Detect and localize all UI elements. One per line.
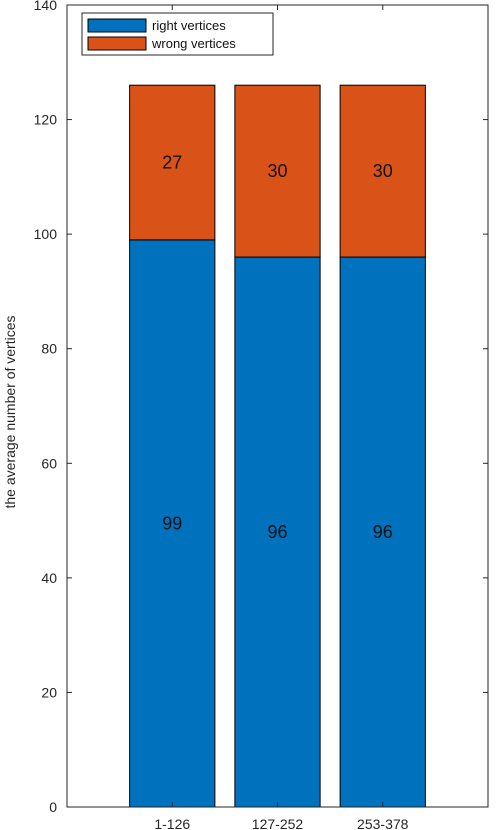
y-tick-label: 120: [34, 112, 58, 128]
y-axis-label: the average number of vertices: [2, 316, 18, 509]
data-label-right-vertices-1-126: 99: [162, 513, 182, 533]
y-tick-label: 60: [41, 455, 57, 471]
axes-layer: 0 20 40 60 80 100 120 140 1-126 127-252 253-378: [34, 0, 489, 830]
legend: right vertices wrong vertices: [81, 12, 274, 56]
data-label-wrong-vertices-1-126: 27: [162, 153, 182, 173]
data-label-right-vertices-253-378: 96: [373, 522, 393, 542]
bar-wrong-vertices-127-252: [234, 84, 321, 258]
bar-right-vertices-253-378: [339, 256, 426, 808]
legend-label-right-vertices: right vertices: [152, 18, 226, 33]
x-tick-label-1-126: 1-126: [154, 816, 190, 830]
data-label-wrong-vertices-253-378: 30: [373, 161, 393, 181]
legend-label-wrong-vertices: wrong vertices: [151, 36, 236, 51]
data-label-wrong-vertices-127-252: 30: [267, 161, 287, 181]
bar-wrong-vertices-253-378: [339, 84, 426, 258]
y-tick-label: 100: [34, 226, 58, 242]
y-tick-label: 20: [41, 684, 57, 700]
legend-swatch-right-vertices: [87, 18, 147, 33]
y-tick-label: 140: [34, 0, 58, 13]
bar-right-vertices-1-126: [129, 239, 216, 808]
bar-wrong-vertices-1-126: [129, 84, 216, 241]
x-tick-label-127-252: 127-252: [252, 816, 304, 830]
legend-swatch-wrong-vertices: [87, 36, 147, 51]
bars-layer: [129, 84, 426, 808]
y-tick-label: 40: [41, 570, 57, 586]
x-tick-label-253-378: 253-378: [357, 816, 409, 830]
data-label-right-vertices-127-252: 96: [267, 522, 287, 542]
y-tick-label: 80: [41, 341, 57, 357]
data-labels-layer: 99 27 96 30 96 30: [162, 153, 393, 542]
y-tick-label: 0: [49, 799, 57, 815]
